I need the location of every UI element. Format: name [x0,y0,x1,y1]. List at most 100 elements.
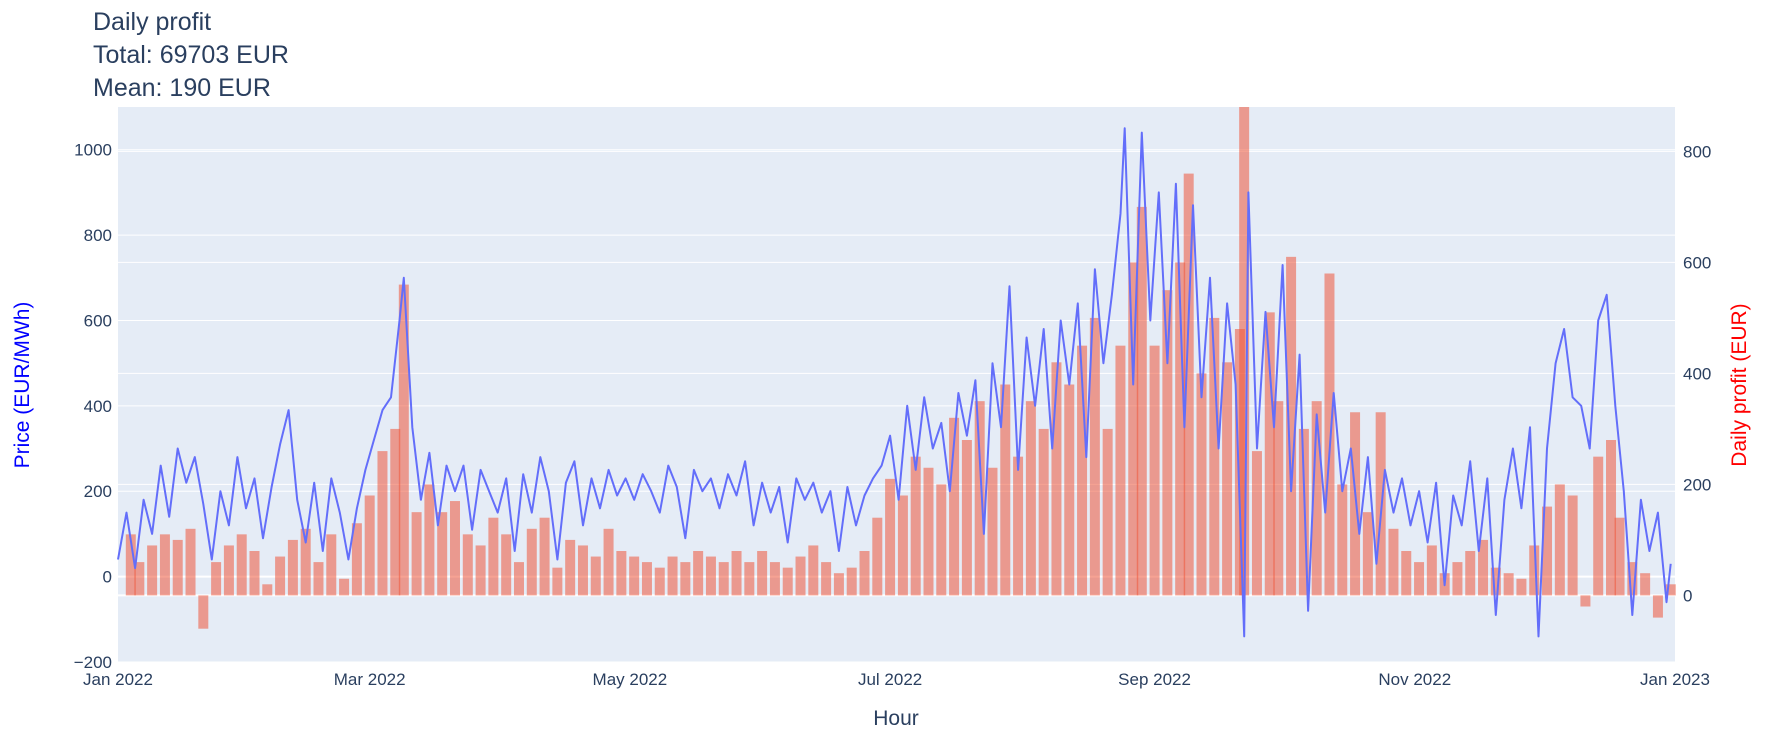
y-right-tick-label: 800 [1683,142,1711,161]
profit-bar [1128,262,1139,596]
y-left-tick-label: 800 [84,226,112,245]
profit-bar [923,467,934,596]
profit-bar [424,484,435,596]
profit-bar [1426,545,1437,596]
profit-bar [769,562,780,596]
profit-bar [462,534,473,596]
profit-bar [300,528,311,596]
x-tick-label: Nov 2022 [1378,670,1451,689]
profit-bar [475,545,486,596]
profit-bar [1652,595,1663,618]
profit-bar [1273,401,1284,596]
profit-bar [757,551,768,596]
profit-bar [1640,573,1651,596]
profit-bar [287,539,298,596]
profit-bar [1064,384,1075,596]
profit-bar [1286,256,1297,596]
profit-bar [590,556,601,596]
profit-bar [1614,517,1625,596]
profit-bar [398,284,409,596]
x-tick-label: May 2022 [593,670,668,689]
profit-bar [449,501,460,596]
profit-bar [526,528,537,596]
profit-bars [125,107,1676,629]
y-left-tick-label: 1000 [74,141,112,160]
y-right-tick-label: 200 [1683,475,1711,494]
profit-bar [1516,578,1527,596]
profit-bar [1529,545,1540,596]
profit-bar [1554,484,1565,596]
y-left-tick-label: 400 [84,397,112,416]
x-tick-label: Sep 2022 [1118,670,1191,689]
y-left-tick-label: 200 [84,482,112,501]
profit-bar [961,440,972,596]
profit-bar [1013,456,1024,596]
profit-bar [821,562,832,596]
x-axis-ticks: Jan 2022 Mar 2022 May 2022 Jul 2022 Sep 2022… [83,670,1710,689]
profit-bar [211,562,222,596]
profit-bar [1388,528,1399,596]
profit-bar [185,528,196,596]
profit-bar [654,567,665,596]
profit-bar [351,523,362,596]
chart-title-line-3: Mean: 190 EUR [93,74,271,102]
profit-bar [262,584,273,596]
profit-bar [198,595,209,629]
profit-bar [744,562,755,596]
y-right-tick-label: 0 [1683,586,1692,605]
y-axis-left-title: Price (EUR/MWh) [11,302,34,469]
profit-bar [411,512,422,596]
profit-bar [1162,290,1173,596]
profit-bar [172,539,183,596]
profit-bar [1136,206,1147,596]
profit-bar [1222,362,1233,596]
profit-bar [326,534,337,596]
profit-bar [872,517,883,596]
profit-bar [1401,551,1412,596]
profit-bar [897,495,908,596]
profit-bar [364,495,375,596]
y-right-tick-label: 400 [1683,364,1711,383]
chart-title-line-2: Total: 69703 EUR [93,41,289,69]
price-line [117,127,1672,638]
profit-bar [1038,428,1049,596]
x-tick-label: Jan 2022 [83,670,153,689]
profit-bar [705,556,716,596]
x-tick-label: Jul 2022 [858,670,922,689]
profit-bar [1375,412,1386,596]
y-right-tick-label: 600 [1683,253,1711,272]
profit-bar [390,428,401,596]
profit-bar [910,456,921,596]
profit-bar [377,451,388,596]
left-axis-ticks: −200 0 200 400 600 800 1000 [74,141,112,672]
profit-bar [1337,484,1348,596]
profit-bar [1311,401,1322,596]
profit-bar [1490,567,1501,596]
profit-bar [731,551,742,596]
profit-bar [833,573,844,596]
profit-bar [795,556,806,596]
profit-bar [552,567,563,596]
chart-title: Daily profit Total: 69703 EUR Mean: 190 … [93,8,289,102]
profit-bar [1149,345,1160,596]
profit-bar [616,551,627,596]
chart-title-line-1: Daily profit [93,8,211,36]
profit-bar [846,567,857,596]
right-axis-ticks: 0 200 400 600 800 [1683,142,1711,605]
profit-bar [859,551,870,596]
profit-bar [313,562,324,596]
profit-bar [1452,562,1463,596]
profit-bar [134,562,145,596]
profit-bar [223,545,234,596]
profit-bar [1196,373,1207,596]
profit-bar [1503,573,1514,596]
profit-bar [437,512,448,596]
profit-bar [565,539,576,596]
profit-bar [1542,506,1553,596]
profit-bar [1051,362,1062,596]
profit-bar [147,545,158,596]
profit-bar [1115,345,1126,596]
profit-bar [1606,440,1617,596]
